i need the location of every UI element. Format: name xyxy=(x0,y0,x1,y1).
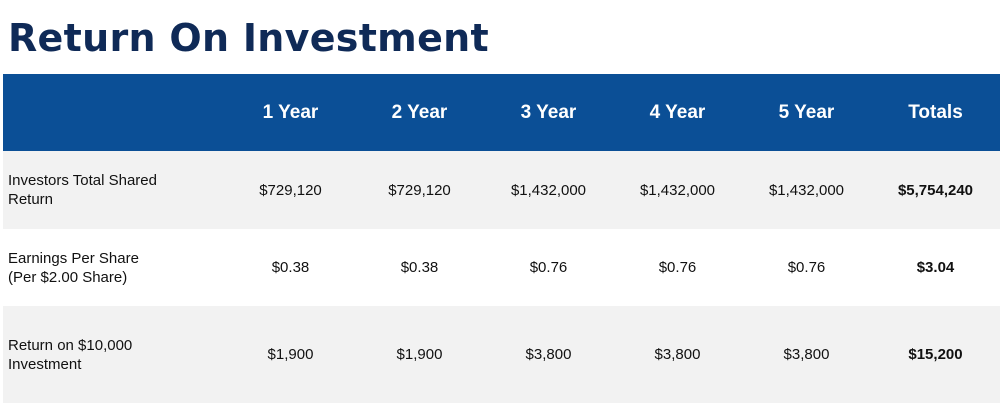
table-cell: $729,120 xyxy=(259,181,322,199)
total-cell: $3.04 xyxy=(916,259,955,276)
roi-table: 1 Year 2 Year 3 Year 4 Year 5 Year Total… xyxy=(3,74,1000,403)
table-cell: $1,432,000 xyxy=(510,181,587,199)
table-cell: $3,800 xyxy=(783,346,830,363)
table-cell: $729,120 xyxy=(388,181,451,199)
header-year-4: 4 Year xyxy=(649,101,706,123)
table-cell: $0.76 xyxy=(529,259,568,276)
table-row-return-on-investment: Return on $10,000 Investment $1,900 $1,9… xyxy=(3,306,1000,403)
table-cell: $3,800 xyxy=(525,346,572,363)
total-cell: $15,200 xyxy=(908,346,963,363)
table-header: 1 Year 2 Year 3 Year 4 Year 5 Year Total… xyxy=(3,74,1000,151)
row-label-line-1: Investors Total Shared xyxy=(8,172,157,189)
table-cell: $0.76 xyxy=(787,259,826,276)
table-cell: $1,432,000 xyxy=(639,181,716,199)
page-title: Return On Investment xyxy=(8,16,489,60)
header-year-2: 2 Year xyxy=(391,101,448,123)
header-year-5: 5 Year xyxy=(778,101,835,123)
table-cell: $1,432,000 xyxy=(768,181,845,199)
table-cell: $1,900 xyxy=(267,346,314,363)
row-label-line-1: Return on $10,000 xyxy=(8,336,133,354)
header-empty-cell xyxy=(3,74,226,151)
row-label-line-1: Earnings Per Share xyxy=(8,249,139,267)
header-row: 1 Year 2 Year 3 Year 4 Year 5 Year Total… xyxy=(3,74,1000,151)
table-cell: $0.76 xyxy=(658,259,697,276)
table-row-earnings-per-share: Earnings Per Share (Per $2.00 Share) $0.… xyxy=(3,229,1000,306)
table-cell: $0.38 xyxy=(400,259,439,276)
row-label-line-2: Return xyxy=(8,191,54,208)
table-cell: $3,800 xyxy=(654,346,701,363)
total-cell: $5,754,240 xyxy=(897,181,974,199)
row-label-line-2: Investment xyxy=(8,355,82,373)
table-row-investors-return: Investors Total Shared Return $729,120 $… xyxy=(3,151,1000,229)
header-totals: Totals xyxy=(908,101,963,123)
table-cell: $0.38 xyxy=(271,259,310,276)
row-label: Earnings Per Share (Per $2.00 Share) xyxy=(3,229,226,306)
table-cell: $1,900 xyxy=(396,346,443,363)
header-year-1: 1 Year xyxy=(262,101,319,123)
row-label-line-2: (Per $2.00 Share) xyxy=(8,268,128,286)
row-label: Return on $10,000 Investment xyxy=(3,306,226,403)
row-label: Investors Total Shared Return xyxy=(3,151,226,229)
header-year-3: 3 Year xyxy=(520,101,577,123)
